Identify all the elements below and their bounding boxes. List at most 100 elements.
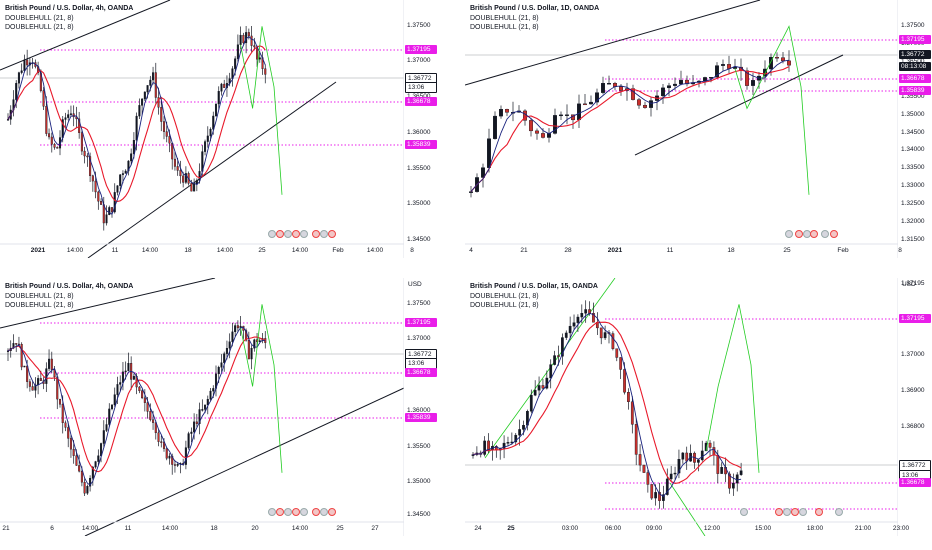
price-axis[interactable] (404, 0, 438, 258)
economic-event-icon[interactable] (810, 230, 818, 238)
chart-panel-top-right[interactable]: British Pound / U.S. Dollar, 1D, OANDA D… (465, 0, 932, 258)
candle-body (231, 331, 234, 342)
candle-body (132, 375, 135, 380)
price-tick: 1.33000 (901, 182, 925, 189)
candle-body (58, 398, 62, 405)
candle-body (214, 103, 218, 117)
economic-event-icon[interactable] (791, 508, 799, 516)
candle-body (234, 58, 237, 69)
economic-event-icon[interactable] (799, 508, 807, 516)
economic-event-icon[interactable] (276, 508, 284, 516)
economic-event-icon[interactable] (284, 508, 292, 516)
candle-body (48, 133, 51, 138)
candle-body (80, 470, 83, 483)
candle-body (157, 97, 160, 108)
candle-body (781, 57, 786, 62)
trend-line-lower (87, 81, 337, 258)
price-chart-svg[interactable] (0, 278, 438, 536)
chart-panel-top-left[interactable]: British Pound / U.S. Dollar, 4h, OANDA D… (0, 0, 438, 258)
economic-event-icon[interactable] (795, 230, 803, 238)
candle-body (634, 424, 638, 455)
trend-line-lower (84, 387, 405, 536)
candle-body (173, 464, 176, 466)
candle-body (611, 333, 615, 349)
candle-body (769, 56, 774, 70)
price-chart-svg[interactable] (465, 278, 932, 536)
symbol-title: British Pound / U.S. Dollar, 4h, OANDA (5, 5, 134, 12)
candle-body (80, 132, 83, 152)
candle-body (239, 34, 242, 45)
candle-body (716, 454, 720, 474)
chart-panel-bottom-left[interactable]: British Pound / U.S. Dollar, 4h, OANDA D… (0, 278, 438, 536)
candle-body (190, 431, 193, 434)
chart-panel-bottom-right[interactable]: British Pound / U.S. Dollar, 15, OANDA D… (465, 278, 932, 536)
candle-body (12, 343, 15, 349)
economic-event-icon[interactable] (320, 230, 328, 238)
candle-body (105, 214, 108, 224)
economic-event-icon[interactable] (276, 230, 284, 238)
candle-body (124, 170, 127, 174)
economic-event-icon[interactable] (821, 230, 829, 238)
candle-body (599, 327, 603, 339)
economic-event-icon[interactable] (300, 230, 308, 238)
economic-event-icon[interactable] (320, 508, 328, 516)
candle-body (518, 429, 521, 436)
hull-ma-red (7, 336, 266, 473)
economic-event-icon[interactable] (830, 230, 838, 238)
economic-event-icon[interactable] (783, 508, 791, 516)
candle-body (739, 470, 743, 475)
candle-body (522, 424, 525, 430)
economic-event-icon[interactable] (312, 508, 320, 516)
economic-event-icon[interactable] (292, 508, 300, 516)
economic-event-icon[interactable] (740, 508, 748, 516)
economic-event-icon[interactable] (785, 230, 793, 238)
economic-event-icon[interactable] (328, 508, 336, 516)
time-tick: 6 (50, 525, 54, 532)
economic-event-icon[interactable] (292, 230, 300, 238)
candle-body (720, 467, 724, 474)
economic-event-icon[interactable] (312, 230, 320, 238)
price-tick: 1.35500 (407, 443, 431, 450)
economic-event-icon[interactable] (284, 230, 292, 238)
time-tick: 14:00 (81, 525, 99, 532)
candle-body (141, 390, 144, 399)
candle-body (220, 362, 223, 368)
chart-legend: British Pound / U.S. Dollar, 4h, OANDA D… (5, 4, 133, 33)
economic-event-icon[interactable] (775, 508, 783, 516)
candle-body (64, 117, 67, 120)
time-tick: 8 (410, 247, 414, 254)
candle-body (623, 369, 626, 393)
candle-body (700, 450, 704, 461)
economic-event-icon[interactable] (268, 230, 276, 238)
candle-body (26, 59, 29, 66)
candle-body (642, 464, 646, 473)
price-tag: 1.36678 (899, 478, 931, 487)
candle-body (681, 452, 685, 460)
economic-event-icon[interactable] (815, 508, 823, 516)
candle-body (553, 355, 556, 365)
hull-ma-red (472, 321, 742, 484)
price-tag: 1.35839 (405, 413, 437, 422)
price-chart-svg[interactable] (0, 0, 438, 258)
hull-ma-navy (7, 36, 266, 216)
candle-body (751, 80, 756, 86)
candle-body (83, 482, 86, 494)
candle-body (91, 466, 94, 479)
candle-body (247, 340, 250, 360)
economic-event-icon[interactable] (268, 508, 276, 516)
candle-body (91, 175, 94, 182)
time-tick: 11 (666, 247, 674, 254)
time-tick: 14:00 (66, 247, 84, 254)
economic-event-icon[interactable] (328, 230, 336, 238)
economic-event-icon[interactable] (300, 508, 308, 516)
economic-event-icon[interactable] (835, 508, 843, 516)
candle-body (146, 85, 149, 93)
time-tick: 2021 (30, 247, 46, 254)
candle-body (37, 378, 40, 385)
time-tick: Feb (837, 247, 849, 254)
price-tick: 1.37000 (407, 57, 431, 64)
price-tag: 1.36678 (405, 368, 437, 377)
time-tick: 8 (898, 247, 902, 254)
candle-body (184, 173, 187, 183)
price-chart-svg[interactable] (465, 0, 932, 258)
